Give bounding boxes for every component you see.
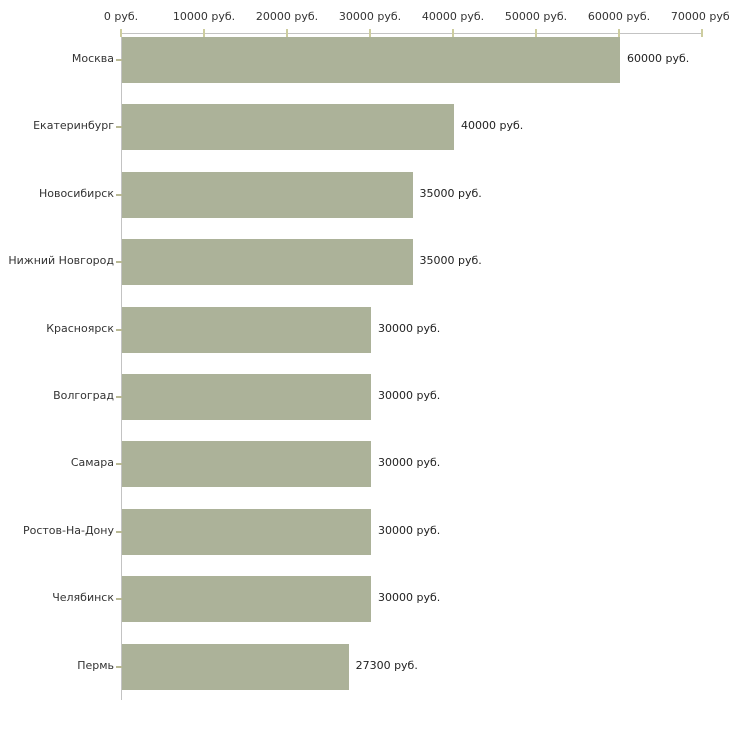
bar-value-label: 27300 руб.	[355, 658, 418, 672]
bar	[122, 306, 371, 353]
bar-value-label: 35000 руб.	[419, 186, 482, 200]
x-axis-tick-mark	[452, 29, 454, 37]
x-axis-tick-label: 0 руб.	[103, 10, 139, 23]
bar	[122, 239, 413, 286]
y-axis-tick-mark	[116, 396, 122, 398]
bar	[122, 37, 620, 83]
bar-value-label: 30000 руб.	[378, 591, 441, 605]
x-axis-tick-mark	[618, 29, 620, 37]
category-label: Нижний Новгород	[8, 254, 114, 268]
y-axis-tick-mark	[116, 463, 122, 466]
x-axis-tick-label: 60000 руб.	[587, 10, 651, 23]
bar	[122, 508, 371, 555]
category-label: Самара	[70, 456, 114, 470]
bar-value-label: 40000 руб.	[461, 119, 524, 133]
y-axis-tick-mark	[116, 193, 122, 196]
x-axis-tick-mark	[120, 29, 122, 37]
bar	[122, 643, 349, 690]
x-axis-tick-label: 70000 руб.	[670, 10, 730, 23]
bar	[122, 171, 413, 218]
x-axis-tick-label: 20000 руб.	[255, 10, 319, 23]
bar-value-label: 30000 руб.	[378, 321, 441, 335]
x-axis-tick-mark	[535, 29, 537, 37]
category-label: Пермь	[77, 658, 114, 672]
x-axis-tick-mark	[203, 29, 205, 37]
bar-value-label: 60000 руб.	[627, 52, 690, 65]
x-axis-tick-mark	[369, 29, 371, 37]
x-axis-tick-label: 40000 руб.	[421, 10, 485, 23]
bar	[122, 374, 371, 420]
bar-value-label: 30000 руб.	[378, 523, 441, 537]
y-axis-tick-mark	[116, 328, 122, 331]
x-axis-tick-mark	[701, 29, 703, 37]
bar-value-label: 30000 руб.	[378, 456, 441, 470]
bar-value-label: 30000 руб.	[378, 389, 441, 402]
x-axis-tick-label: 50000 руб.	[504, 10, 568, 23]
y-axis-tick-mark	[116, 665, 122, 668]
x-axis-tick-mark	[286, 29, 288, 37]
category-label: Челябинск	[52, 591, 114, 605]
y-axis-tick-mark	[116, 598, 122, 601]
bar	[122, 576, 371, 623]
bar-value-label: 35000 руб.	[419, 254, 482, 268]
y-axis-tick-mark	[116, 126, 122, 129]
bar	[122, 441, 371, 488]
x-axis-tick-label: 30000 руб.	[338, 10, 402, 23]
y-axis-tick-mark	[116, 530, 122, 533]
category-label: Новосибирск	[38, 186, 114, 200]
category-label: Волгоград	[53, 389, 114, 402]
x-axis-tick-label: 10000 руб.	[172, 10, 236, 23]
category-label: Красноярск	[46, 321, 114, 335]
y-axis-tick-mark	[116, 261, 122, 264]
category-label: Екатеринбург	[33, 119, 114, 133]
category-label: Москва	[71, 52, 114, 65]
plot-area	[121, 33, 702, 700]
bar	[122, 104, 454, 151]
y-axis-tick-mark	[116, 59, 122, 61]
category-label: Ростов-На-Дону	[22, 523, 114, 537]
